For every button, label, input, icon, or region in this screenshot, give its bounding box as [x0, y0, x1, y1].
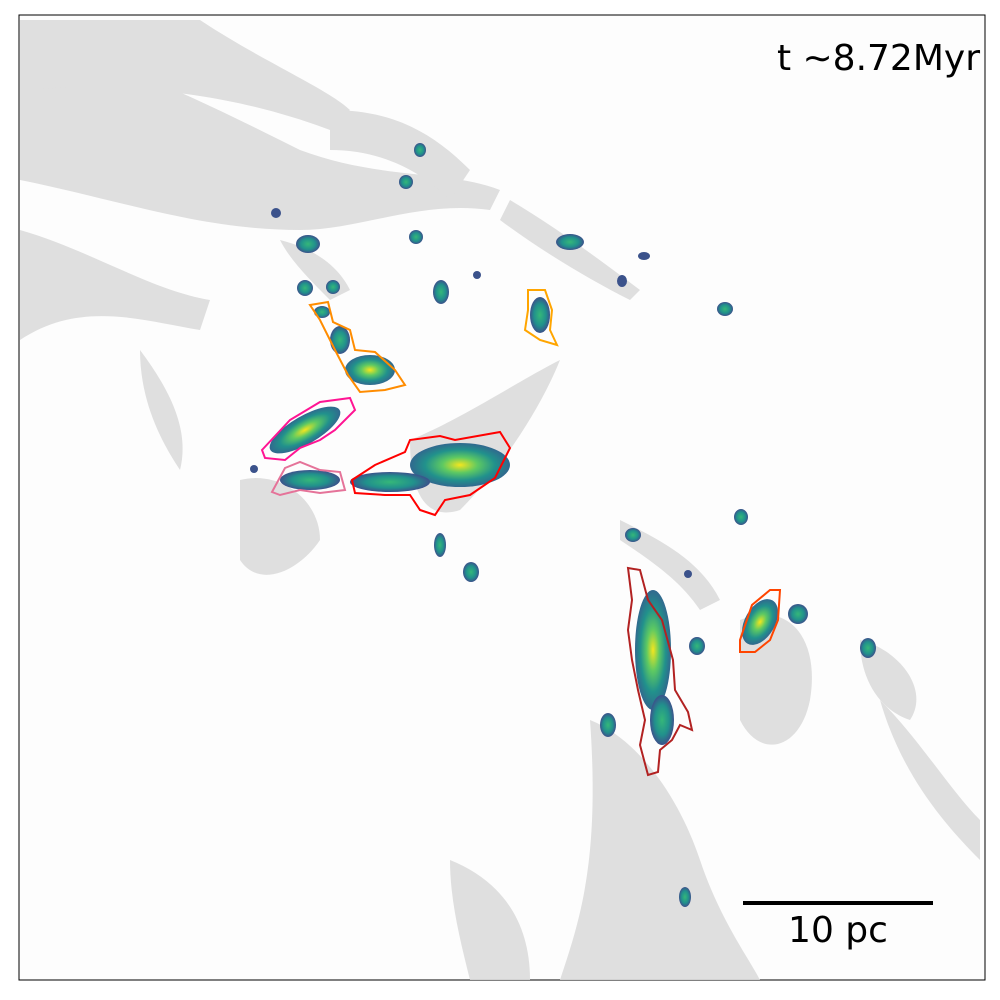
gas-filaments [20, 20, 980, 980]
clumps [250, 143, 876, 907]
scale-bar-label: 10 pc [788, 910, 888, 951]
time-label: t ∼8.72Myr [777, 38, 980, 79]
contours [260, 289, 782, 777]
